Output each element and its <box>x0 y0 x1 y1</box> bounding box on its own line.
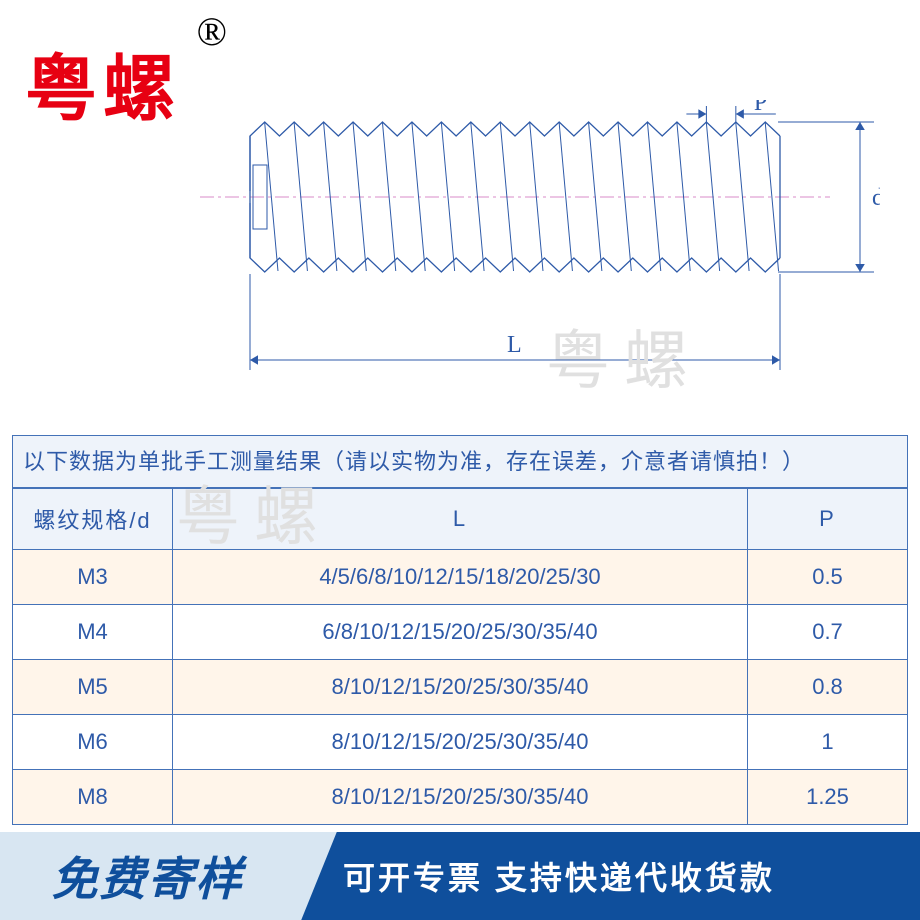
watermark-1: 粤螺 <box>546 310 702 402</box>
table-row: M68/10/12/15/20/25/30/35/401 <box>13 715 908 770</box>
svg-text:P: P <box>754 100 767 116</box>
table-row: M34/5/6/8/10/12/15/18/20/25/300.5 <box>13 550 908 605</box>
notice-text: 以下数据为单批手工测量结果（请以实物为准，存在误差，介意者请慎拍！） <box>12 435 908 488</box>
registered-symbol: ® <box>197 8 233 55</box>
cell-L: 8/10/12/15/20/25/30/35/40 <box>173 660 748 715</box>
cell-d: M4 <box>13 605 173 660</box>
cell-L: 8/10/12/15/20/25/30/35/40 <box>173 770 748 825</box>
table-row: M46/8/10/12/15/20/25/30/35/400.7 <box>13 605 908 660</box>
svg-text:d: d <box>872 185 880 211</box>
table-row: M58/10/12/15/20/25/30/35/400.8 <box>13 660 908 715</box>
spec-table-container: 以下数据为单批手工测量结果（请以实物为准，存在误差，介意者请慎拍！） 螺纹规格/… <box>12 435 908 825</box>
footer-banner: 免费寄样 可开专票 支持快递代收货款 <box>0 832 920 920</box>
cell-d: M6 <box>13 715 173 770</box>
screw-diagram: Pd L <box>140 100 880 380</box>
footer-left: 免费寄样 <box>0 832 295 920</box>
table-row: M88/10/12/15/20/25/30/35/401.25 <box>13 770 908 825</box>
cell-P: 1.25 <box>748 770 908 825</box>
col-header-P: P <box>748 489 908 550</box>
footer-left-text: 免费寄样 <box>52 843 244 909</box>
cell-P: 0.5 <box>748 550 908 605</box>
svg-text:L: L <box>507 332 522 358</box>
watermark-2: 粤螺 <box>176 466 332 558</box>
cell-L: 6/8/10/12/15/20/25/30/35/40 <box>173 605 748 660</box>
cell-P: 0.7 <box>748 605 908 660</box>
cell-d: M8 <box>13 770 173 825</box>
cell-d: M5 <box>13 660 173 715</box>
cell-P: 0.8 <box>748 660 908 715</box>
footer-right-text: 可开专票 支持快递代收货款 <box>343 853 775 899</box>
footer-right: 可开专票 支持快递代收货款 <box>295 832 920 920</box>
col-header-d: 螺纹规格/d <box>13 489 173 550</box>
cell-L: 8/10/12/15/20/25/30/35/40 <box>173 715 748 770</box>
spec-table: 螺纹规格/d L P M34/5/6/8/10/12/15/18/20/25/3… <box>12 488 908 825</box>
table-header-row: 螺纹规格/d L P <box>13 489 908 550</box>
cell-d: M3 <box>13 550 173 605</box>
diagram-svg: Pd L <box>140 100 880 380</box>
cell-P: 1 <box>748 715 908 770</box>
